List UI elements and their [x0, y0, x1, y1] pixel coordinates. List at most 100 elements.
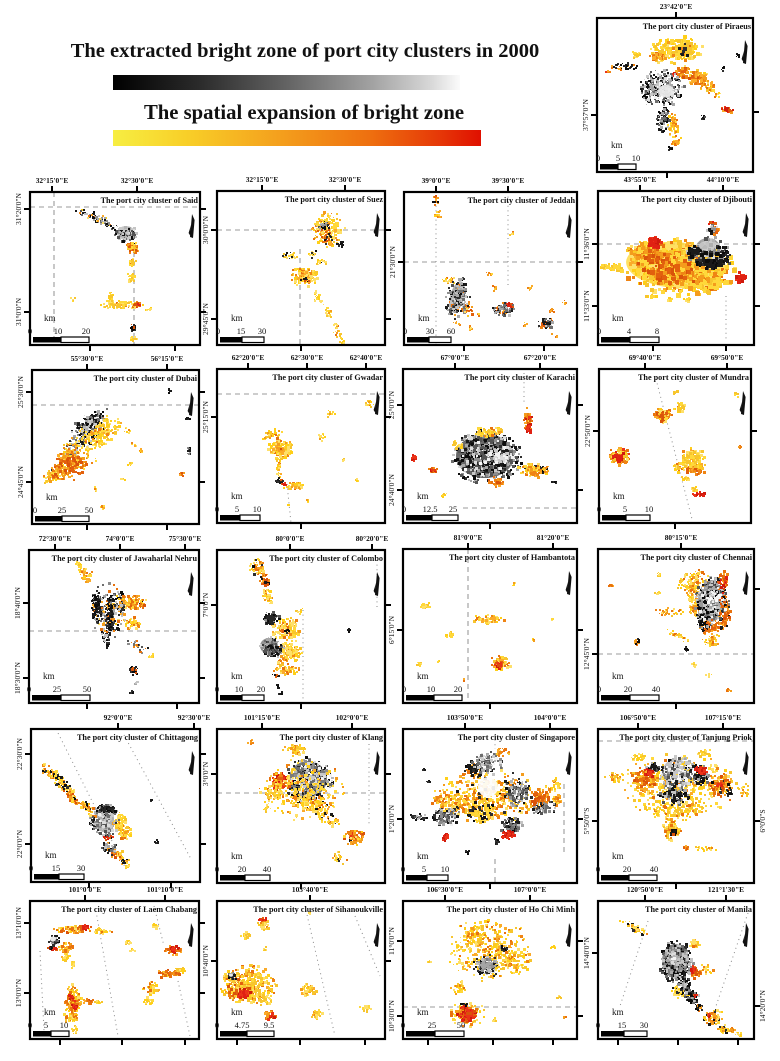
svg-text:0: 0 — [597, 326, 601, 336]
svg-text:9.5: 9.5 — [264, 1020, 275, 1030]
svg-text:25: 25 — [58, 505, 67, 515]
svg-text:40: 40 — [652, 684, 661, 694]
svg-text:6°15'0"N: 6°15'0"N — [387, 615, 396, 644]
svg-text:40: 40 — [263, 864, 272, 874]
svg-text:The port city cluster of Suez: The port city cluster of Suez — [285, 195, 384, 204]
svg-text:30: 30 — [258, 326, 267, 336]
svg-text:7°0'0"N: 7°0'0"N — [201, 592, 210, 617]
svg-text:22°50'0"N: 22°50'0"N — [583, 415, 592, 447]
svg-text:0: 0 — [27, 684, 31, 694]
svg-text:The port city cluster of Manil: The port city cluster of Manila — [645, 905, 752, 914]
svg-text:62°40'0"E: 62°40'0"E — [350, 353, 383, 362]
svg-text:0: 0 — [401, 1020, 405, 1030]
svg-text:The port city cluster of Laem: The port city cluster of Laem Chabang — [61, 905, 198, 914]
svg-text:44°10'0"E: 44°10'0"E — [707, 175, 740, 184]
svg-text:62°20'0"E: 62°20'0"E — [232, 353, 265, 362]
svg-text:The spatial expansion of brigh: The spatial expansion of bright zone — [144, 102, 464, 124]
svg-text:25°15'0"N: 25°15'0"N — [201, 401, 210, 433]
svg-text:24°45'0"N: 24°45'0"N — [16, 466, 25, 498]
svg-text:10: 10 — [60, 1020, 69, 1030]
svg-text:km: km — [46, 492, 58, 502]
svg-text:km: km — [417, 671, 429, 681]
svg-text:0: 0 — [596, 864, 600, 874]
svg-text:The port city cluster of Sihan: The port city cluster of Sihanoukville — [253, 905, 383, 914]
svg-text:15: 15 — [237, 326, 246, 336]
svg-text:The port city cluster of Mundr: The port city cluster of Mundra — [638, 373, 749, 382]
svg-text:The port city cluster of Djibo: The port city cluster of Djibouti — [641, 195, 753, 204]
svg-text:The port city cluster of Jedda: The port city cluster of Jeddah — [468, 196, 576, 205]
svg-text:13°0'0"N: 13°0'0"N — [14, 978, 23, 1007]
svg-text:The extracted bright zone of p: The extracted bright zone of port city c… — [71, 40, 540, 62]
svg-text:18°40'0"N: 18°40'0"N — [13, 587, 22, 619]
svg-text:50: 50 — [457, 1020, 466, 1030]
svg-text:The port city cluster of Hamba: The port city cluster of Hambantota — [449, 553, 575, 562]
svg-text:10: 10 — [632, 153, 641, 163]
svg-text:0: 0 — [215, 504, 219, 514]
svg-text:67°0'0"E: 67°0'0"E — [441, 353, 470, 362]
svg-text:4.75: 4.75 — [235, 1020, 250, 1030]
svg-text:1°20'0"N: 1°20'0"N — [387, 804, 396, 833]
svg-text:0: 0 — [402, 504, 406, 514]
svg-text:80°20'0"E: 80°20'0"E — [356, 534, 389, 543]
svg-text:km: km — [418, 313, 430, 323]
svg-text:55°30'0"E: 55°30'0"E — [71, 354, 104, 363]
svg-text:25: 25 — [449, 504, 458, 514]
svg-text:km: km — [612, 1007, 624, 1017]
svg-text:0: 0 — [28, 326, 32, 336]
svg-text:km: km — [612, 313, 624, 323]
svg-text:km: km — [417, 491, 429, 501]
svg-text:106°30'0"E: 106°30'0"E — [427, 885, 463, 894]
svg-text:40: 40 — [650, 864, 659, 874]
svg-text:92°0'0"E: 92°0'0"E — [104, 713, 133, 722]
svg-text:0: 0 — [402, 684, 406, 694]
svg-text:18°30'0"N: 18°30'0"N — [13, 662, 22, 694]
svg-text:km: km — [612, 671, 624, 681]
svg-text:8: 8 — [655, 326, 659, 336]
svg-text:74°0'0"E: 74°0'0"E — [106, 534, 135, 543]
svg-text:10: 10 — [427, 684, 436, 694]
svg-text:The port city cluster of Ho Ch: The port city cluster of Ho Chi Minh — [447, 905, 576, 914]
svg-text:13°10'0"N: 13°10'0"N — [14, 907, 23, 939]
svg-text:15: 15 — [52, 863, 61, 873]
svg-text:81°0'0"E: 81°0'0"E — [454, 533, 483, 542]
svg-text:km: km — [612, 851, 624, 861]
svg-text:31°0'0"N: 31°0'0"N — [14, 297, 23, 326]
svg-text:25: 25 — [53, 684, 62, 694]
svg-text:The port city cluster of Chenn: The port city cluster of Chennai — [640, 553, 752, 562]
svg-text:0: 0 — [33, 505, 37, 515]
svg-text:20: 20 — [82, 326, 91, 336]
svg-text:14°20'0"N: 14°20'0"N — [758, 990, 767, 1022]
svg-text:3°0'0"N: 3°0'0"N — [201, 761, 210, 786]
svg-text:43°55'0"E: 43°55'0"E — [624, 175, 657, 184]
svg-text:25°0'0"N: 25°0'0"N — [387, 390, 396, 419]
svg-text:The port city cluster of Karac: The port city cluster of Karachi — [464, 373, 575, 382]
svg-text:25: 25 — [428, 1020, 437, 1030]
svg-text:10°30'0"N: 10°30'0"N — [387, 1000, 396, 1032]
svg-text:The port city cluster of Chitt: The port city cluster of Chittagong — [77, 733, 199, 742]
svg-text:10: 10 — [441, 864, 450, 874]
svg-text:30°0'0"N: 30°0'0"N — [201, 215, 210, 244]
svg-text:72°30'0"E: 72°30'0"E — [39, 534, 72, 543]
svg-text:30: 30 — [426, 326, 435, 336]
svg-text:101°15'0"E: 101°15'0"E — [244, 713, 280, 722]
svg-text:69°50'0"E: 69°50'0"E — [711, 353, 744, 362]
svg-text:103°50'0"E: 103°50'0"E — [447, 713, 483, 722]
svg-text:120°50'0"E: 120°50'0"E — [627, 885, 663, 894]
svg-text:80°15'0"E: 80°15'0"E — [665, 533, 698, 542]
svg-text:10°40'0"N: 10°40'0"N — [201, 945, 210, 977]
svg-text:62°30'0"E: 62°30'0"E — [291, 353, 324, 362]
svg-text:32°30'0"E: 32°30'0"E — [329, 175, 362, 184]
svg-text:121°1'30"E: 121°1'30"E — [708, 885, 744, 894]
svg-text:10: 10 — [253, 504, 262, 514]
svg-text:0: 0 — [403, 326, 407, 336]
svg-text:11°0'0"N: 11°0'0"N — [387, 927, 396, 955]
svg-text:km: km — [231, 851, 243, 861]
svg-text:km: km — [44, 1007, 56, 1017]
svg-text:The port city cluster of Gwada: The port city cluster of Gwadar — [272, 373, 383, 382]
svg-text:0: 0 — [597, 504, 601, 514]
svg-text:km: km — [417, 1007, 429, 1017]
svg-text:0: 0 — [596, 153, 600, 163]
svg-text:5: 5 — [616, 153, 620, 163]
svg-text:5: 5 — [44, 1020, 48, 1030]
svg-text:56°15'0"E: 56°15'0"E — [151, 354, 184, 363]
